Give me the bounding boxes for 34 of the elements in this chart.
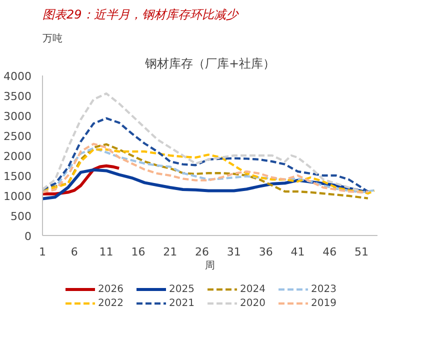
y-tick-label: 500 xyxy=(10,210,32,223)
line-series xyxy=(42,92,363,193)
y-tick-label: 3000 xyxy=(4,110,32,123)
x-tick-label: 26 xyxy=(195,246,210,258)
x-tick-label: 16 xyxy=(131,246,146,258)
y-axis-title: 万吨 xyxy=(42,32,62,44)
chart-subtitle: 钢材库存（厂库+社库） xyxy=(144,56,276,70)
y-tick-label: 0 xyxy=(24,230,32,243)
x-tick-label: 41 xyxy=(290,246,305,258)
y-tick-label: 1000 xyxy=(4,190,32,203)
legend-label: 2019 xyxy=(311,297,338,309)
legend-label: 2025 xyxy=(169,283,196,295)
legend-label: 2020 xyxy=(240,297,266,309)
legend-label: 2022 xyxy=(98,297,124,309)
x-tick-label: 6 xyxy=(70,246,78,258)
x-tick-label: 31 xyxy=(226,246,241,258)
x-tick-label: 21 xyxy=(163,246,178,258)
x-tick-label: 36 xyxy=(258,246,273,258)
y-tick-label: 2500 xyxy=(4,130,32,143)
chart-title: 图表29：近半月，钢材库存环比减少 xyxy=(42,8,239,22)
y-tick-label: 4000 xyxy=(4,70,32,83)
y-tick-label: 1500 xyxy=(4,170,32,183)
legend-label: 2023 xyxy=(311,283,338,295)
legend-label: 2024 xyxy=(240,283,266,295)
y-tick-label: 2000 xyxy=(4,150,32,163)
x-axis-title: 周 xyxy=(205,260,215,272)
line-series xyxy=(42,117,370,193)
legend-label: 2021 xyxy=(169,297,196,309)
x-tick-label: 11 xyxy=(99,246,114,258)
x-tick-label: 1 xyxy=(39,246,46,258)
y-tick-label: 3500 xyxy=(4,90,32,103)
legend-label: 2026 xyxy=(98,283,124,295)
x-tick-label: 46 xyxy=(322,246,337,258)
x-tick-label: 51 xyxy=(354,246,369,258)
